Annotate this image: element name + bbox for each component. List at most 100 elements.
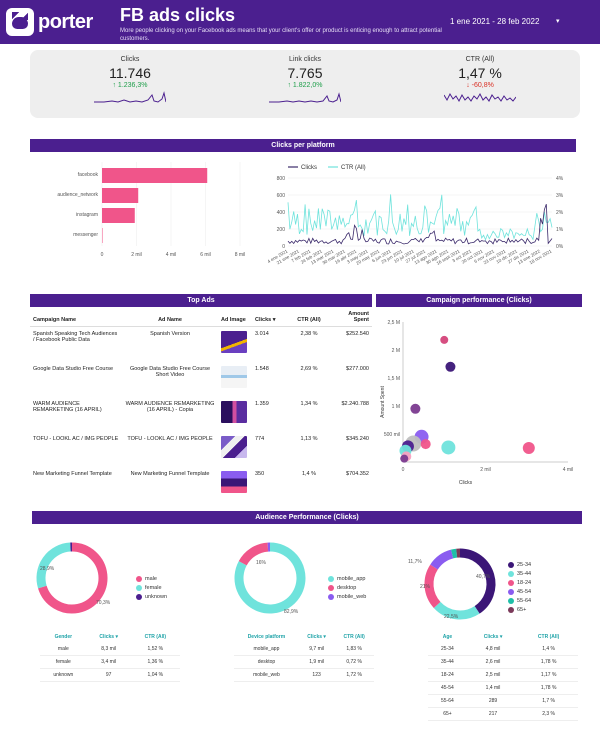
legend-unknown[interactable]: unknown (136, 594, 167, 600)
ad-image[interactable] (218, 327, 252, 362)
table-row[interactable]: mobile_app 9,7 mil 1,83 % (234, 643, 374, 656)
col-ad-image[interactable]: Ad Image (218, 308, 252, 327)
spent-value: $2.240.788 (341, 400, 369, 407)
table-row[interactable]: New Marketing Funnel Template New Market… (30, 467, 372, 502)
donut-slice-mobile_app[interactable] (234, 542, 306, 614)
clicks-value: 3.014 (255, 331, 269, 337)
scatter-point[interactable] (441, 440, 456, 455)
legend-clicks: Clicks (301, 165, 317, 171)
donut-slice-male[interactable] (38, 542, 108, 614)
donut-slice-45-54[interactable] (430, 549, 454, 570)
table-row[interactable]: female 3,4 mil 1,36 % (40, 655, 180, 669)
scatter-point[interactable] (522, 442, 535, 454)
y-tick-label: 2,5 M (387, 320, 400, 326)
col-ad-name[interactable]: Ad Name (122, 308, 218, 327)
col-ctr[interactable]: CTR (All) (288, 308, 330, 327)
ad-image[interactable] (218, 362, 252, 397)
table-row[interactable]: 45-54 1,4 mil 1,78 % (428, 681, 578, 695)
legend-65-plus[interactable]: 65+ (508, 607, 526, 613)
y2-tick-label: 0% (556, 244, 564, 250)
ad-image[interactable] (218, 397, 252, 432)
table-row[interactable]: 25-34 4,8 mil 1,4 % (428, 643, 578, 656)
table-row[interactable]: 35-44 2,6 mil 1,78 % (428, 655, 578, 669)
donut-slice-55-64[interactable] (450, 548, 458, 559)
slice-label: 21% (420, 584, 431, 590)
bar-facebook[interactable] (102, 168, 208, 183)
donut-slice-desktop[interactable] (238, 542, 269, 566)
col-ctr[interactable]: CTR (All) (537, 634, 560, 640)
category-label: facebook (78, 172, 99, 178)
col-ctr[interactable]: CTR (All) (144, 634, 167, 640)
col-clicks[interactable]: Clicks ▾ (307, 634, 326, 640)
table-row[interactable]: unknown 97 1,04 % (40, 668, 180, 682)
legend-dot-icon (508, 598, 514, 604)
bar-instagram[interactable] (102, 208, 135, 223)
col-gender[interactable]: Gender (54, 634, 73, 640)
legend-dot-icon (136, 594, 142, 600)
y2-tick-label: 3% (556, 193, 564, 199)
scatter-point[interactable] (410, 403, 421, 414)
series-ctr-line[interactable] (287, 194, 553, 241)
category-label: instagram (76, 212, 98, 218)
chevron-down-icon[interactable]: ▾ (556, 18, 560, 25)
col-amount-spent[interactable]: Amount Spent (330, 308, 372, 327)
donut-slice-female[interactable] (36, 542, 71, 589)
col-clicks[interactable]: Clicks ▾ (252, 308, 288, 327)
bar-audience_network[interactable] (102, 188, 139, 203)
col-clicks[interactable]: Clicks ▾ (99, 634, 118, 640)
table-row[interactable]: 55-64 289 1,7 % (428, 694, 578, 708)
scatter-point[interactable] (445, 361, 456, 372)
series-clicks-line[interactable] (287, 203, 553, 245)
bar-messenger[interactable] (102, 228, 103, 243)
x-tick-label: 4 mil (563, 467, 574, 473)
legend-35-44[interactable]: 35-44 (508, 571, 531, 577)
table-row[interactable]: Google Data Studio Free Course Google Da… (30, 362, 372, 397)
kpi-panel: Clicks 11.746 ↑ 1.236,3% Link clicks 7.7… (30, 50, 580, 118)
legend-25-34[interactable]: 25-34 (508, 562, 531, 568)
table-row[interactable]: 18-24 2,5 mil 1,17 % (428, 668, 578, 682)
legend-desktop[interactable]: desktop (328, 585, 356, 591)
col-ctr[interactable]: CTR (All) (343, 634, 365, 640)
table-row[interactable]: Spanish Speaking Tech Audiences / Facebo… (30, 327, 372, 362)
table-row[interactable]: mobile_web 123 1,72 % (234, 668, 374, 682)
y-tick-label: 800 (277, 176, 286, 182)
y-tick-label: 2 M (392, 348, 400, 354)
scatter-point[interactable] (440, 335, 449, 344)
donut-slice-18-24[interactable] (424, 564, 441, 608)
ad-image[interactable] (218, 432, 252, 467)
platform-bar-chart: 0 2 mil 4 mil 6 mil 8 mil facebook audience_ne… (57, 162, 245, 258)
top-ads-title: Top Ads (30, 294, 372, 307)
legend-mobile-web[interactable]: mobile_web (328, 594, 366, 600)
x-tick-label: 0 (101, 252, 104, 258)
age-donut-chart (424, 548, 496, 620)
legend-female[interactable]: female (136, 585, 162, 591)
legend-male[interactable]: male (136, 576, 157, 582)
table-row[interactable]: male 8,3 mil 1,52 % (40, 643, 180, 656)
x-tick-label: 2 mil (480, 467, 491, 473)
col-clicks[interactable]: Clicks ▾ (483, 634, 503, 640)
col-age[interactable]: Age (442, 634, 453, 640)
porter-logo[interactable]: porter (6, 8, 93, 36)
donut-slice-35-44[interactable] (433, 601, 480, 620)
donut-slice-25-34[interactable] (459, 548, 496, 614)
table-row[interactable]: desktop 1,9 mil 0,72 % (234, 655, 374, 669)
legend-55-64[interactable]: 55-64 (508, 598, 531, 604)
legend-18-24[interactable]: 18-24 (508, 580, 531, 586)
y-tick-label: 1,5 M (387, 376, 400, 382)
legend-mobile-app[interactable]: mobile_app (328, 576, 365, 582)
line-legend: Clicks CTR (All) (288, 165, 366, 171)
col-device-platform[interactable]: Device platform (247, 634, 286, 640)
date-range-selector[interactable]: 1 ene 2021 - 28 feb 2022 (450, 17, 540, 26)
table-row[interactable]: 65+ 217 2,3 % (428, 707, 578, 721)
col-campaign-name[interactable]: Campaign Name (30, 308, 122, 327)
table-row[interactable]: WARM AUDIENCE REMARKETING (16 APRIL) WAR… (30, 397, 372, 432)
scatter-point[interactable] (400, 454, 409, 463)
legend-45-54[interactable]: 45-54 (508, 589, 531, 595)
campaign-scatter-chart: 500 mil 1 M 1,5 M 2 M 2,5 M 0 2 mil 4 mil Clicks… (380, 320, 574, 486)
campaign-name: WARM AUDIENCE REMARKETING (16 APRIL) (33, 400, 102, 413)
ad-image[interactable] (218, 467, 252, 502)
scatter-point[interactable] (420, 439, 431, 450)
ctr-value: 1,34 % (300, 400, 318, 407)
table-row[interactable]: TOFU - LOOKL AC / IMG PEOPLE TOFU - LOOK… (30, 432, 372, 467)
x-tick-label: 2 mil (131, 252, 142, 258)
